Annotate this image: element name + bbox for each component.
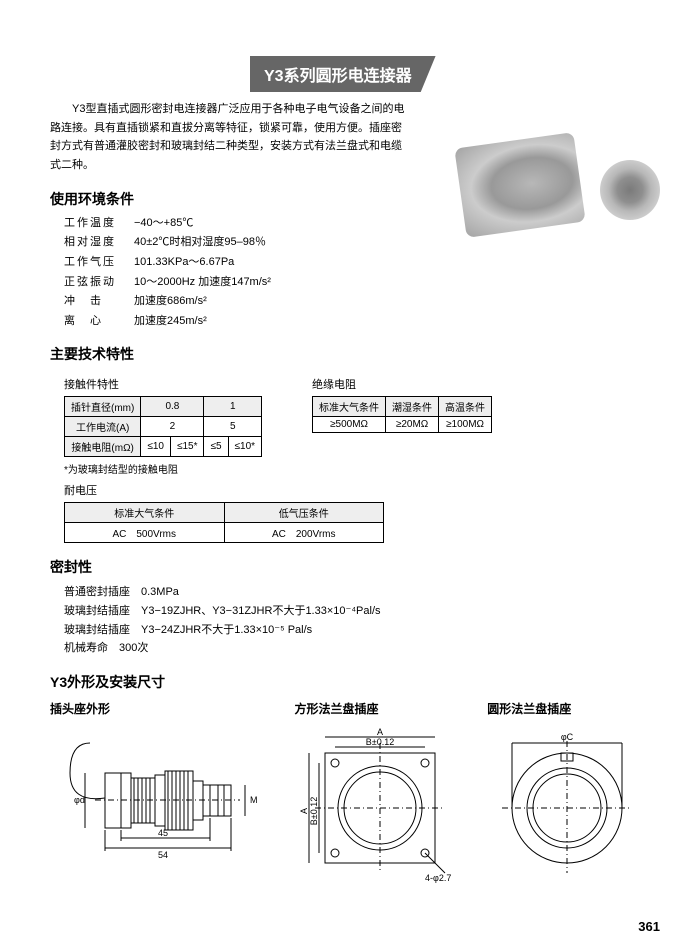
drawing-title: 圆形法兰盘插座 [487,700,660,717]
square-flange-svg: A B±0.12 A B±0.12 4-φ2.7 [295,723,465,883]
dim: 4-φ2.7 [425,873,451,883]
th: 接触电阻(mΩ) [65,437,141,457]
env-value: 101.33KPa～6.67Pa [134,254,234,272]
th: 0.8 [141,397,204,417]
content: Y3型直插式圆形密封电连接器广泛应用于各种电子电气设备之间的电路连接。具有直插锁… [50,100,660,883]
seal-line: 玻璃封结插座 Y3−24ZJHR不大于1.33×10⁻⁵ Pal/s [64,621,660,640]
env-value: 40±2℃时相对湿度95–98％ [134,234,266,252]
td: 5 [204,417,262,437]
th: 标准大气条件 [65,503,225,523]
drawings-heading: Y3外形及安装尺寸 [50,672,660,692]
drawings-row: 插头座外形 [50,700,660,883]
th: 高温条件 [439,397,492,417]
env-label: 离 心 [64,313,134,331]
receptacle-photo [600,160,660,220]
page-title: Y3系列圆形电连接器 [264,68,412,85]
tech-tables-row: 接触件特性 插针直径(mm) 0.8 1 工作电流(A) 2 5 接触电阻(mΩ… [50,370,660,476]
round-flange-svg: φC [487,723,647,883]
contact-note: *为玻璃封结型的接触电阻 [64,461,262,476]
seal-heading: 密封性 [50,557,660,577]
drawing-square-flange: 方形法兰盘插座 [295,700,468,883]
td: AC 500Vrms [65,523,225,543]
seal-line: 机械寿命 300次 [64,639,660,658]
page-title-bar: Y3系列圆形电连接器 [250,56,436,92]
plug-photo [454,132,585,238]
dim: M [250,795,258,805]
th: 工作电流(A) [65,417,141,437]
env-label: 工作温度 [64,215,134,233]
env-value: 加速度245m/s² [134,313,207,331]
withstand-caption: 耐电压 [64,482,660,498]
dim: A [377,727,383,737]
withstand-table: 标准大气条件 低气压条件 AC 500Vrms AC 200Vrms [64,502,384,543]
env-label: 冲 击 [64,293,134,311]
env-value: 加速度686m/s² [134,293,207,311]
drawing-round-flange: 圆形法兰盘插座 φC [487,700,660,883]
dim: A [299,808,309,814]
env-value: 10～2000Hz 加速度147m/s² [134,274,271,292]
dim: B±0.12 [365,737,393,747]
seal-line: 玻璃封结插座 Y3−19ZJHR、Y3−31ZJHR不大于1.33×10⁻⁴Pa… [64,602,660,621]
dim: B±0.12 [309,797,319,825]
seal-line: 普通密封插座 0.3MPa [64,583,660,602]
insulation-caption: 绝缘电阻 [312,376,492,392]
td: ≥100MΩ [439,417,492,433]
td: ≤15* [170,437,204,457]
td: ≤10 [141,437,171,457]
td: ≤10* [228,437,262,457]
dim: 45 [158,828,168,838]
td: AC 200Vrms [224,523,384,543]
page-number: 361 [638,919,660,934]
td: 2 [141,417,204,437]
th: 1 [204,397,262,417]
product-photo-area [450,130,660,240]
td: ≥500MΩ [313,417,386,433]
contact-caption: 接触件特性 [64,376,262,392]
th: 低气压条件 [224,503,384,523]
env-value: −40～+85℃ [134,215,193,233]
th: 标准大气条件 [313,397,386,417]
td: ≤5 [204,437,228,457]
dim: 54 [158,850,168,860]
contact-table: 插针直径(mm) 0.8 1 工作电流(A) 2 5 接触电阻(mΩ) ≤10 … [64,396,262,457]
plug-outline-svg: 54 45 M φd [50,723,270,883]
intro-paragraph: Y3型直插式圆形密封电连接器广泛应用于各种电子电气设备之间的电路连接。具有直插锁… [50,100,410,175]
drawing-title: 方形法兰盘插座 [295,700,468,717]
dim: φC [561,732,574,742]
env-label: 正弦振动 [64,274,134,292]
insulation-table: 标准大气条件 潮湿条件 高温条件 ≥500MΩ ≥20MΩ ≥100MΩ [312,396,492,433]
drawing-title: 插头座外形 [50,700,275,717]
dim: φd [74,795,85,805]
td: ≥20MΩ [386,417,439,433]
th: 插针直径(mm) [65,397,141,417]
drawing-plug: 插头座外形 [50,700,275,883]
tech-heading: 主要技术特性 [50,344,660,364]
th: 潮湿条件 [386,397,439,417]
env-label: 工作气压 [64,254,134,272]
env-label: 相对湿度 [64,234,134,252]
